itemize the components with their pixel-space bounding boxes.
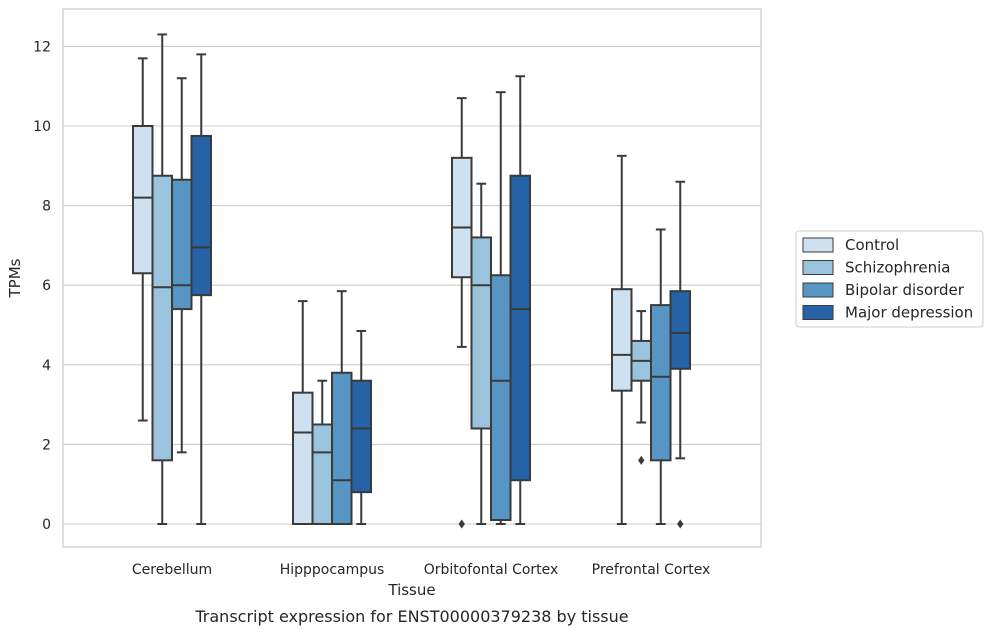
x-axis-title: Tissue <box>387 581 435 599</box>
box-schizophrenia <box>151 33 173 525</box>
legend-swatch <box>802 237 834 253</box>
legend-swatch <box>802 305 834 320</box>
box-iqr <box>451 156 473 279</box>
outlier-point <box>638 455 645 465</box>
box-control <box>451 97 473 529</box>
box-groups <box>132 33 691 529</box>
box-bipolar-disorder <box>650 228 672 525</box>
y-tick-label: 6 <box>42 278 51 294</box>
box-iqr <box>292 391 314 525</box>
legend-swatch <box>802 260 834 275</box>
box-schizophrenia <box>630 310 652 465</box>
box-iqr <box>470 236 492 430</box>
plot-frame <box>62 8 762 548</box>
box-iqr <box>311 423 333 525</box>
x-tick-labels: Cerebellum Hipppocampus Orbitofontal Corte… <box>132 562 710 578</box>
legend-label: Bipolar disorder <box>845 281 965 299</box>
box-iqr <box>509 174 531 482</box>
outlier-point <box>458 519 465 529</box>
box-iqr <box>151 174 173 462</box>
x-tick-label: Orbitofontal Cortex <box>424 562 559 578</box>
y-tick-label: 4 <box>42 358 51 374</box>
box-iqr <box>611 288 633 392</box>
y-tick-label: 8 <box>42 199 51 215</box>
box-iqr <box>331 371 353 526</box>
box-major-depression <box>190 53 212 525</box>
chart-caption: Transcript expression for ENST0000037923… <box>194 607 628 626</box>
y-axis-title: TPMs <box>6 258 24 298</box>
box-iqr <box>190 134 212 297</box>
box-bipolar-disorder <box>171 77 193 454</box>
box-control <box>132 57 154 422</box>
legend: Control Schizophrenia Bipolar disorder Majo… <box>795 230 984 328</box>
box-major-depression <box>509 75 531 525</box>
legend-swatch <box>802 282 834 298</box>
box-iqr <box>171 178 193 311</box>
box-iqr <box>350 379 372 494</box>
box-iqr <box>132 125 154 275</box>
box-iqr <box>650 304 672 462</box>
legend-frame <box>795 230 984 328</box>
y-tick-label: 12 <box>33 39 51 55</box>
x-tick-label: Prefrontal Cortex <box>592 562 711 578</box>
box-iqr <box>490 274 512 522</box>
outlier-point <box>677 519 684 529</box>
y-tick-label: 10 <box>33 119 51 135</box>
box-major-depression <box>669 180 691 529</box>
y-tick-label: 0 <box>42 517 51 533</box>
y-tick-label: 2 <box>42 437 51 453</box>
legend-label: Control <box>845 236 899 254</box>
box-iqr <box>669 290 691 370</box>
y-tick-labels: 0 2 4 6 8 10 12 <box>33 39 51 533</box>
legend-label: Schizophrenia <box>845 259 950 277</box>
x-tick-label: Hipppocampus <box>280 562 385 578</box>
legend-label: Major depression <box>845 304 973 322</box>
box-major-depression <box>350 329 372 525</box>
box-schizophrenia <box>311 379 333 525</box>
box-bipolar-disorder <box>331 290 353 526</box>
x-tick-label: Cerebellum <box>132 562 212 578</box>
